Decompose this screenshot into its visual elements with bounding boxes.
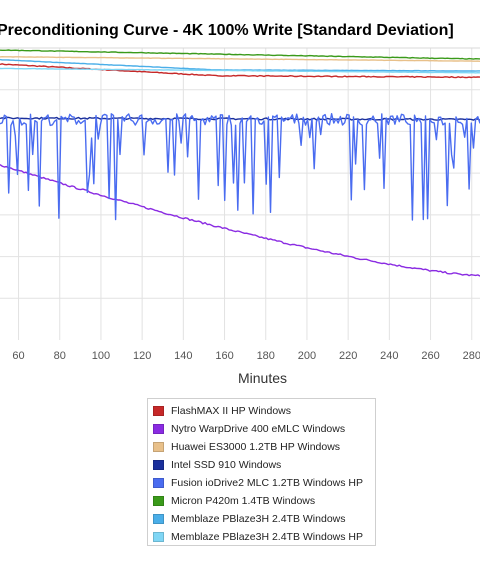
series-line (0, 67, 480, 74)
x-tick-label: 200 (298, 350, 316, 360)
plot-area: 60 80 100 120 140 160 180 200 220 240 260 280 (0, 47, 480, 360)
series-line (0, 49, 480, 60)
x-tick-label: 180 (257, 350, 275, 360)
series-line (0, 56, 480, 62)
chart-title: Preconditioning Curve - 4K 100% Write [S… (0, 22, 454, 39)
legend-item[interactable]: Micron P420m 1.4TB Windows (148, 492, 375, 510)
x-tick-label: 120 (133, 350, 151, 360)
legend-swatch (153, 406, 164, 416)
legend-item[interactable]: Huawei ES3000 1.2TB HP Windows (148, 438, 375, 456)
legend-item[interactable]: Nytro WarpDrive 400 eMLC Windows (148, 420, 375, 438)
legend-item[interactable]: Fusion ioDrive2 MLC 1.2TB Windows HP (148, 474, 375, 492)
legend-swatch (153, 442, 164, 452)
x-tick-label: 260 (421, 350, 439, 360)
legend-item[interactable]: FlashMAX II HP Windows (148, 402, 375, 420)
legend-item[interactable]: Memblaze PBlaze3H 2.4TB Windows HP (148, 528, 375, 546)
x-tick-label: 100 (92, 350, 110, 360)
legend-swatch (153, 424, 164, 434)
x-tick-label: 140 (174, 350, 192, 360)
x-axis-label: Minutes (237, 370, 288, 386)
legend-label: Micron P420m 1.4TB Windows (171, 495, 316, 507)
legend-label: Nytro WarpDrive 400 eMLC Windows (171, 423, 346, 435)
x-tick-label: 80 (54, 350, 66, 360)
legend-label: Huawei ES3000 1.2TB HP Windows (171, 441, 341, 453)
x-tick-label: 280 (463, 350, 480, 360)
legend-label: Intel SSD 910 Windows (171, 459, 282, 471)
legend-swatch (153, 514, 164, 524)
legend: FlashMAX II HP Windows Nytro WarpDrive 40… (147, 398, 376, 546)
legend-swatch (153, 478, 164, 488)
legend-swatch (153, 496, 164, 506)
series-line (0, 113, 480, 221)
legend-item[interactable]: Memblaze PBlaze3H 2.4TB Windows (148, 510, 375, 528)
legend-label: FlashMAX II HP Windows (171, 405, 292, 417)
legend-label: Memblaze PBlaze3H 2.4TB Windows (171, 513, 346, 525)
x-tick-label: 160 (215, 350, 233, 360)
legend-item[interactable]: Intel SSD 910 Windows (148, 456, 375, 474)
legend-swatch (153, 532, 164, 542)
x-tick-label: 240 (380, 350, 398, 360)
legend-label: Fusion ioDrive2 MLC 1.2TB Windows HP (171, 477, 363, 489)
legend-label: Memblaze PBlaze3H 2.4TB Windows HP (171, 531, 363, 543)
legend-swatch (153, 460, 164, 470)
x-tick-label: 220 (339, 350, 357, 360)
series-line (0, 164, 480, 277)
x-tick-label: 60 (12, 350, 24, 360)
series-line (0, 116, 480, 121)
series-line (0, 63, 480, 79)
